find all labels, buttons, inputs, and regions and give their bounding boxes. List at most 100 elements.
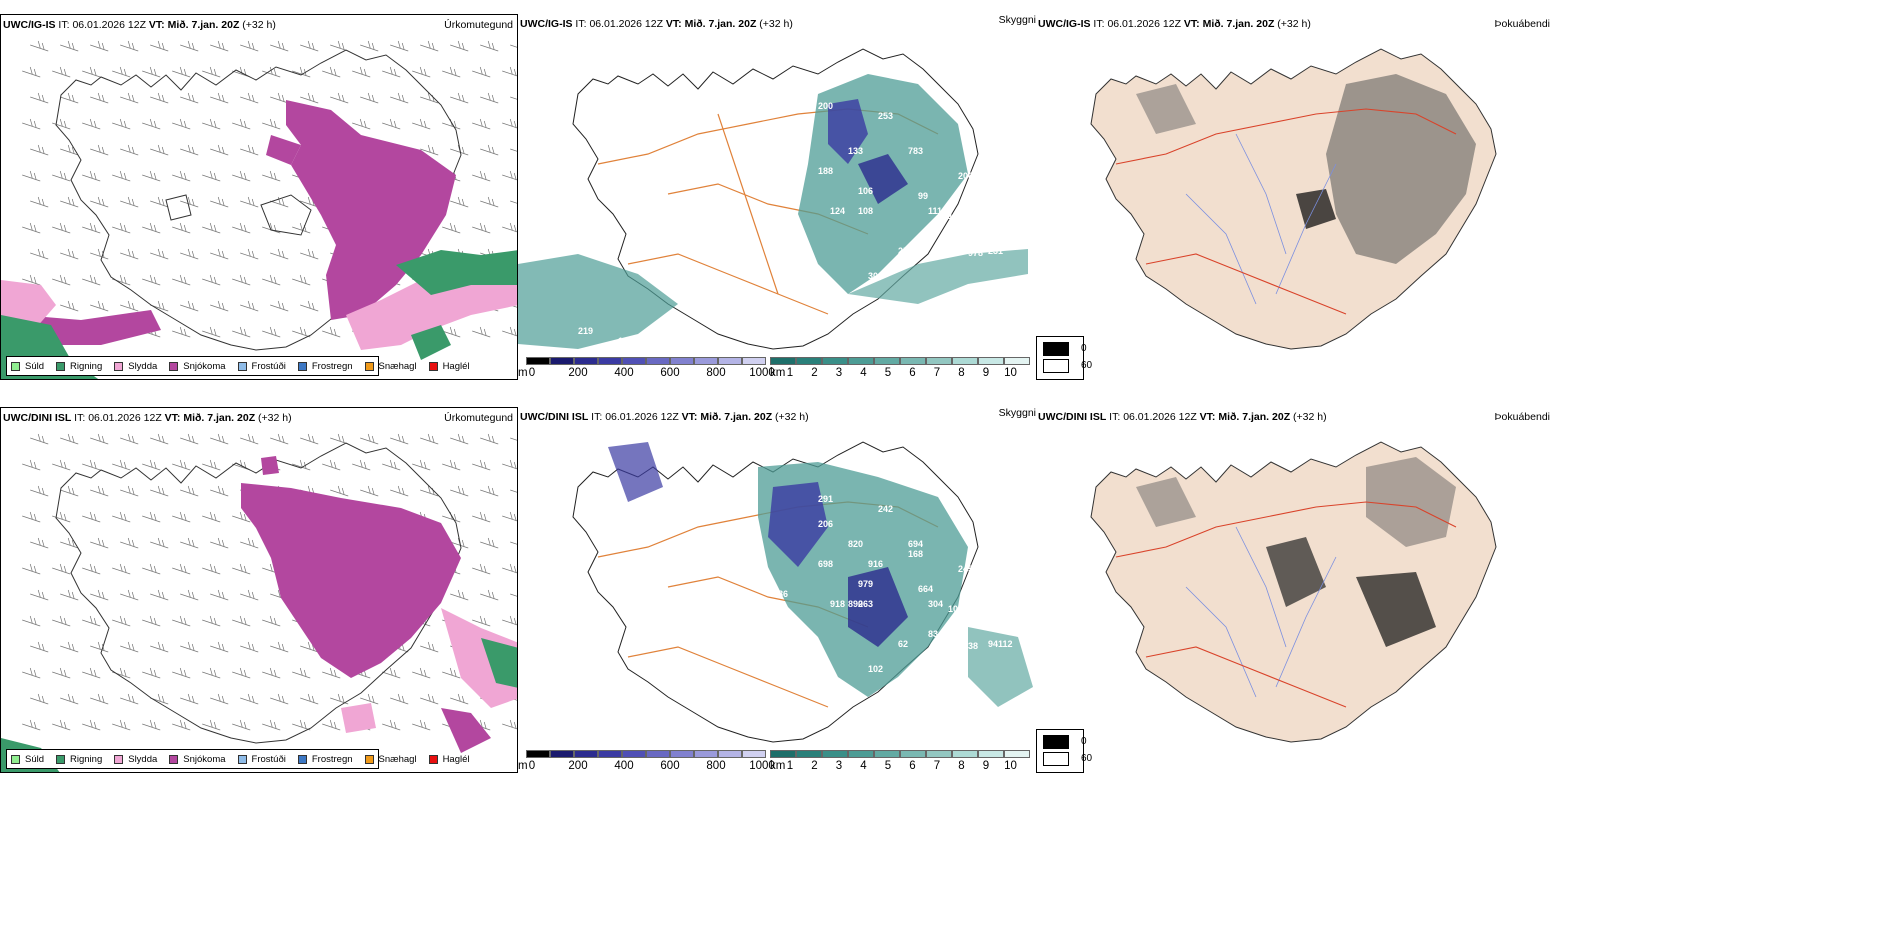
wind-barb bbox=[30, 92, 49, 104]
wind-barb bbox=[202, 170, 221, 182]
rivers bbox=[1185, 526, 1337, 698]
colorbar-segment bbox=[646, 750, 670, 758]
colorbar-tick: 0 bbox=[528, 760, 536, 772]
wind-barb bbox=[90, 433, 109, 445]
panel-header: UWC/DINI ISL IT: 06.01.2026 12Z VT: Mið.… bbox=[3, 412, 292, 424]
legend-label: Snæhagl bbox=[378, 360, 417, 372]
legend-item: Snæhagl bbox=[364, 754, 417, 765]
wind-barb bbox=[450, 433, 469, 445]
vis-value-label: 698 bbox=[818, 559, 833, 569]
wind-barb bbox=[510, 541, 517, 545]
fog-legend-label: 60 bbox=[1081, 753, 1093, 764]
wind-barb bbox=[292, 66, 311, 78]
wind-barb bbox=[502, 170, 517, 181]
wind-barb bbox=[202, 667, 221, 679]
wind-barb bbox=[142, 511, 161, 523]
wind-barb bbox=[112, 511, 131, 523]
wind-barb bbox=[330, 433, 349, 445]
legend-label: Frostúði bbox=[251, 753, 286, 765]
colorbar-segment bbox=[646, 357, 670, 365]
iceland-outline bbox=[572, 441, 979, 743]
vis-value-label: 133 bbox=[848, 146, 863, 156]
vis-value-labels: 86 918 263 291 242 694 664 304 106 245 62 38 94112 10… bbox=[578, 494, 1013, 739]
wind-barb bbox=[82, 563, 101, 575]
wind-barb bbox=[420, 693, 439, 705]
wind-barb bbox=[480, 537, 499, 549]
wind-barb bbox=[120, 537, 139, 549]
wind-barb bbox=[360, 433, 379, 445]
wind-barb bbox=[22, 118, 41, 130]
wind-barb bbox=[22, 170, 41, 182]
wind-barb bbox=[22, 222, 41, 234]
wind-barb bbox=[412, 459, 431, 471]
wind-barb bbox=[450, 693, 469, 705]
wind-barb bbox=[120, 248, 139, 260]
wind-barb bbox=[82, 719, 101, 731]
wind-barb bbox=[510, 489, 517, 493]
vis-value-label: 978 bbox=[968, 248, 983, 258]
wind-barb bbox=[202, 459, 221, 471]
colorbar-tick: 5 bbox=[884, 760, 892, 772]
legend-label: Rigning bbox=[70, 360, 103, 372]
legend-swatch bbox=[56, 754, 66, 764]
vis-value-label: 916 bbox=[868, 559, 883, 569]
wind-barb bbox=[60, 300, 79, 312]
wind-barb bbox=[382, 66, 401, 78]
colorbar-tick: 1000 bbox=[749, 367, 775, 379]
wind-barb bbox=[172, 170, 191, 182]
wind-barb bbox=[240, 92, 259, 104]
wind-barb bbox=[22, 615, 41, 627]
wind-barb bbox=[442, 667, 461, 679]
legend-item: Frostregn bbox=[297, 754, 353, 765]
wind-barb bbox=[450, 40, 469, 52]
wind-barb bbox=[240, 641, 259, 653]
wind-barb bbox=[292, 667, 311, 679]
fog-shade-2 bbox=[1356, 572, 1436, 647]
wind-barb bbox=[450, 485, 469, 497]
wind-barb bbox=[60, 693, 79, 705]
wind-barb bbox=[232, 274, 251, 286]
colorbar-tick: 3 bbox=[835, 367, 843, 379]
wind-barb bbox=[150, 641, 169, 653]
wind-barb bbox=[180, 40, 199, 52]
wind-barb bbox=[150, 196, 169, 208]
wind-barb bbox=[30, 196, 49, 208]
colorbar-tick: 6 bbox=[909, 367, 916, 379]
wind-barb bbox=[292, 459, 311, 471]
colorbar-tick: 6 bbox=[909, 760, 916, 772]
visibility-panel-bottom: 86 918 263 291 242 694 664 304 106 245 62 38 94112 10… bbox=[518, 407, 1036, 773]
colorbar-segment bbox=[978, 750, 1004, 758]
wind-barb bbox=[112, 459, 131, 471]
wind-barb bbox=[472, 563, 491, 575]
wind-barb bbox=[82, 274, 101, 286]
wind-barb bbox=[22, 511, 41, 523]
rain-area bbox=[481, 638, 517, 688]
wind-barb bbox=[52, 667, 71, 679]
wind-barb bbox=[30, 433, 49, 445]
vis-value-label: 253 bbox=[878, 111, 893, 121]
wind-barb bbox=[90, 537, 109, 549]
wind-barb bbox=[262, 667, 281, 679]
wind-barb bbox=[510, 44, 517, 48]
wind-barb bbox=[502, 511, 517, 522]
wind-barb bbox=[210, 144, 229, 156]
wind-barb bbox=[202, 326, 221, 338]
wind-barb bbox=[112, 615, 131, 627]
wind-barb bbox=[270, 92, 289, 104]
wind-barb bbox=[472, 326, 491, 338]
wind-barb bbox=[172, 459, 191, 471]
wind-barb bbox=[210, 537, 229, 549]
colorbar-segment bbox=[1004, 750, 1030, 758]
wind-barb bbox=[232, 667, 251, 679]
legend-item: Súld bbox=[11, 361, 44, 372]
vis-value-label: 108 bbox=[858, 206, 873, 216]
precip-type-panel-top: UWC/IG-IS IT: 06.01.2026 12Z VT: Mið. 7.… bbox=[0, 14, 518, 380]
colorbar-tick: 5 bbox=[884, 367, 892, 379]
colorbar-segment bbox=[574, 750, 598, 758]
visibility-colorbar-m: m 0 200 400 600 800 1000 bbox=[518, 750, 775, 773]
wind-barb bbox=[210, 641, 229, 653]
visibility-panel-top: 105 124 108 200 253 783 99 111 127 206 257 978 231 30… bbox=[518, 14, 1036, 380]
panel-title: Úrkomutegund bbox=[444, 19, 513, 31]
panel-title: Þokuábendi bbox=[1494, 411, 1550, 423]
vis-value-label: 108 bbox=[618, 336, 633, 346]
